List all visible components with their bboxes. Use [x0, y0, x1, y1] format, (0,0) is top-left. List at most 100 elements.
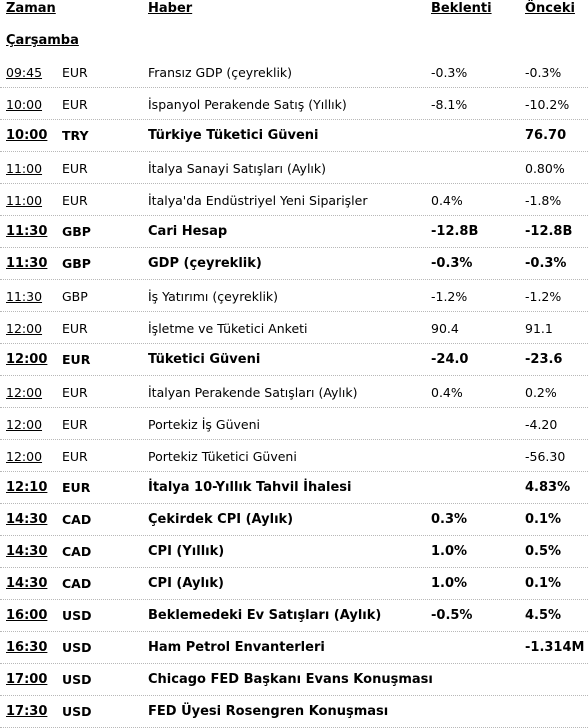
event-currency: TRY	[62, 128, 89, 143]
table-row: 12:00 EUR Portekiz İş Güveni -4.20	[0, 408, 588, 440]
event-time: 12:00	[6, 321, 43, 336]
event-currency: EUR	[62, 449, 88, 464]
event-expected: 0.4%	[431, 385, 463, 400]
event-previous: -12.8B	[525, 224, 573, 239]
table-row: 14:30 CAD CPI (Aylık) 1.0% 0.1%	[0, 568, 588, 600]
event-time: 12:00	[6, 385, 43, 400]
event-expected: -24.0	[431, 352, 469, 367]
event-news: Beklemedeki Ev Satışları (Aylık)	[148, 608, 382, 623]
event-expected: 90.4	[431, 321, 459, 336]
event-news: Portekiz Tüketici Güveni	[148, 449, 297, 464]
economic-calendar-table: 09:45 EUR Fransız GDP (çeyreklik) -0.3% -0.3…	[0, 56, 588, 728]
event-currency: CAD	[62, 544, 92, 559]
event-expected: 1.0%	[431, 576, 468, 591]
table-row: 11:30 GBP Cari Hesap -12.8B -12.8B	[0, 216, 588, 248]
event-expected: -0.3%	[431, 65, 468, 80]
table-row: 14:30 CAD Çekirdek CPI (Aylık) 0.3% 0.1%	[0, 504, 588, 536]
event-previous: 0.80%	[525, 161, 565, 176]
table-row: 16:30 USD Ham Petrol Envanterleri -1.314M	[0, 632, 588, 664]
event-time: 12:00	[6, 352, 48, 367]
event-time: 11:30	[6, 224, 48, 239]
table-row: 11:00 EUR İtalya'da Endüstriyel Yeni Sipar…	[0, 184, 588, 216]
event-time: 17:00	[6, 672, 48, 687]
event-time: 14:30	[6, 512, 48, 527]
event-news: İtalya 10-Yıllık Tahvil İhalesi	[148, 480, 352, 495]
event-news: Çekirdek CPI (Aylık)	[148, 512, 294, 527]
event-news: Chicago FED Başkanı Evans Konuşması	[148, 672, 433, 687]
column-header-news: Haber	[148, 1, 193, 16]
event-time: 11:00	[6, 193, 43, 208]
event-previous: 4.5%	[525, 608, 562, 623]
event-currency: EUR	[62, 193, 88, 208]
event-previous: 0.5%	[525, 544, 562, 559]
event-currency: CAD	[62, 512, 92, 527]
column-header-time: Zaman	[6, 1, 56, 16]
event-time: 10:00	[6, 97, 43, 112]
event-news: Fransız GDP (çeyreklik)	[148, 65, 293, 80]
table-row: 12:00 EUR İtalyan Perakende Satışları (Ayl…	[0, 376, 588, 408]
table-row: 12:00 EUR İşletme ve Tüketici Anketi 90.4 91…	[0, 312, 588, 344]
event-previous: -0.3%	[525, 65, 562, 80]
event-previous: 4.83%	[525, 480, 571, 495]
event-time: 11:00	[6, 161, 43, 176]
event-news: İtalya Sanayi Satışları (Aylık)	[148, 161, 327, 176]
event-time: 11:30	[6, 289, 43, 304]
event-news: İtalya'da Endüstriyel Yeni Siparişler	[148, 193, 368, 208]
event-currency: EUR	[62, 97, 88, 112]
event-time: 12:10	[6, 480, 48, 495]
event-currency: EUR	[62, 417, 88, 432]
event-expected: -8.1%	[431, 97, 468, 112]
event-currency: USD	[62, 672, 92, 687]
event-expected: -0.3%	[431, 256, 473, 271]
event-currency: EUR	[62, 161, 88, 176]
event-currency: EUR	[62, 321, 88, 336]
table-row: 14:30 CAD CPI (Yıllık) 1.0% 0.5%	[0, 536, 588, 568]
event-time: 12:00	[6, 449, 43, 464]
event-expected: 0.3%	[431, 512, 468, 527]
event-time: 09:45	[6, 65, 43, 80]
table-row: 12:10 EUR İtalya 10-Yıllık Tahvil İhalesi 4…	[0, 472, 588, 504]
event-currency: GBP	[62, 224, 91, 239]
event-time: 12:00	[6, 417, 43, 432]
table-row: 17:00 USD Chicago FED Başkanı Evans Konuşm…	[0, 664, 588, 696]
event-expected: 0.4%	[431, 193, 463, 208]
event-expected: -0.5%	[431, 608, 473, 623]
event-time: 17:30	[6, 704, 48, 719]
event-time: 14:30	[6, 576, 48, 591]
event-previous: 0.2%	[525, 385, 557, 400]
event-time: 10:00	[6, 128, 48, 143]
event-previous: -1.314M	[525, 640, 585, 655]
event-currency: USD	[62, 704, 92, 719]
event-previous: -56.30	[525, 449, 566, 464]
event-news: CPI (Aylık)	[148, 576, 224, 591]
event-news: İşletme ve Tüketici Anketi	[148, 321, 308, 336]
event-news: Türkiye Tüketici Güveni	[148, 128, 319, 143]
column-header-expected: Beklenti	[431, 1, 492, 16]
event-previous: -1.2%	[525, 289, 562, 304]
table-row: 11:00 EUR İtalya Sanayi Satışları (Aylık) 0…	[0, 152, 588, 184]
event-previous: 91.1	[525, 321, 553, 336]
event-news: İş Yatırımı (çeyreklik)	[148, 289, 279, 304]
event-currency: EUR	[62, 385, 88, 400]
table-row: 09:45 EUR Fransız GDP (çeyreklik) -0.3% -0.3…	[0, 56, 588, 88]
event-news: Tüketici Güveni	[148, 352, 261, 367]
event-expected: -1.2%	[431, 289, 468, 304]
event-time: 16:00	[6, 608, 48, 623]
event-previous: -0.3%	[525, 256, 567, 271]
event-previous: 0.1%	[525, 512, 562, 527]
event-currency: USD	[62, 608, 92, 623]
table-row: 12:00 EUR Tüketici Güveni -24.0 -23.6	[0, 344, 588, 376]
event-previous: -10.2%	[525, 97, 570, 112]
event-news: CPI (Yıllık)	[148, 544, 225, 559]
event-currency: EUR	[62, 480, 91, 495]
table-row: 11:30 GBP GDP (çeyreklik) -0.3% -0.3%	[0, 248, 588, 280]
table-row: 10:00 TRY Türkiye Tüketici Güveni 76.70	[0, 120, 588, 152]
day-section-title: Çarşamba	[6, 33, 79, 48]
column-header-previous: Önceki	[525, 1, 575, 16]
event-previous: -4.20	[525, 417, 558, 432]
table-row: 11:30 GBP İş Yatırımı (çeyreklik) -1.2% -1.2…	[0, 280, 588, 312]
event-news: Ham Petrol Envanterleri	[148, 640, 325, 655]
event-news: GDP (çeyreklik)	[148, 256, 262, 271]
event-expected: 1.0%	[431, 544, 468, 559]
event-currency: CAD	[62, 576, 92, 591]
